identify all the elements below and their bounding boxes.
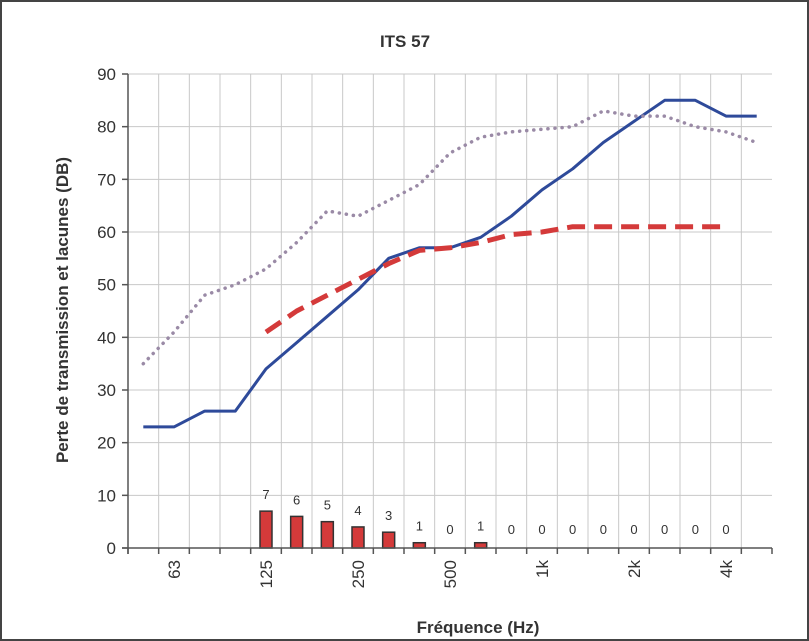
series-dotted-line [141,109,759,366]
deficiency-label: 0 [630,522,637,537]
deficiency-label: 7 [262,487,269,502]
y-tick-label: 60 [97,223,116,242]
x-axis-label: Fréquence (Hz) [417,618,540,637]
x-tick-label: 250 [349,560,368,588]
y-tick-label: 10 [97,486,116,505]
deficiency-label: 0 [508,522,515,537]
y-tick-label: 20 [97,434,116,453]
deficiency-label: 0 [661,522,668,537]
deficiency-label: 0 [600,522,607,537]
y-tick-label: 40 [97,328,116,347]
deficiency-label: 0 [446,522,453,537]
x-tick-label: 1k [533,560,552,578]
deficiency-bar [473,541,488,549]
y-axis-label: Perte de transmission et lacunes (DB) [53,157,72,463]
y-tick-label: 0 [107,539,116,558]
deficiency-label: 1 [416,519,423,534]
chart-title: ITS 57 [380,32,430,51]
deficiency-label: 0 [692,522,699,537]
deficiency-bar [320,520,335,549]
deficiency-bar [259,510,273,549]
deficiency-label: 4 [354,503,361,518]
deficiency-label: 0 [538,522,545,537]
deficiency-bar [381,531,396,549]
y-tick-label: 50 [97,276,116,295]
x-tick-label: 4k [717,560,736,578]
deficiency-bar [351,526,365,549]
deficiency-bar [412,541,427,549]
x-tick-label: 125 [257,560,276,588]
plot-area [128,74,772,548]
x-tick-label: 2k [625,560,644,578]
deficiency-label: 6 [293,492,300,507]
y-tick-label: 30 [97,381,116,400]
y-tick-label: 90 [97,65,116,84]
deficiency-label: 1 [477,519,484,534]
deficiency-label: 5 [324,498,331,513]
deficiency-label: 0 [722,522,729,537]
deficiency-label: 0 [569,522,576,537]
x-tick-label: 63 [165,560,184,579]
series-dashed-line [264,224,726,335]
x-tick-label: 500 [441,560,460,588]
y-tick-label: 80 [97,118,116,137]
deficiency-label: 3 [385,508,392,523]
deficiency-bar [289,515,304,549]
y-tick-label: 70 [97,170,116,189]
